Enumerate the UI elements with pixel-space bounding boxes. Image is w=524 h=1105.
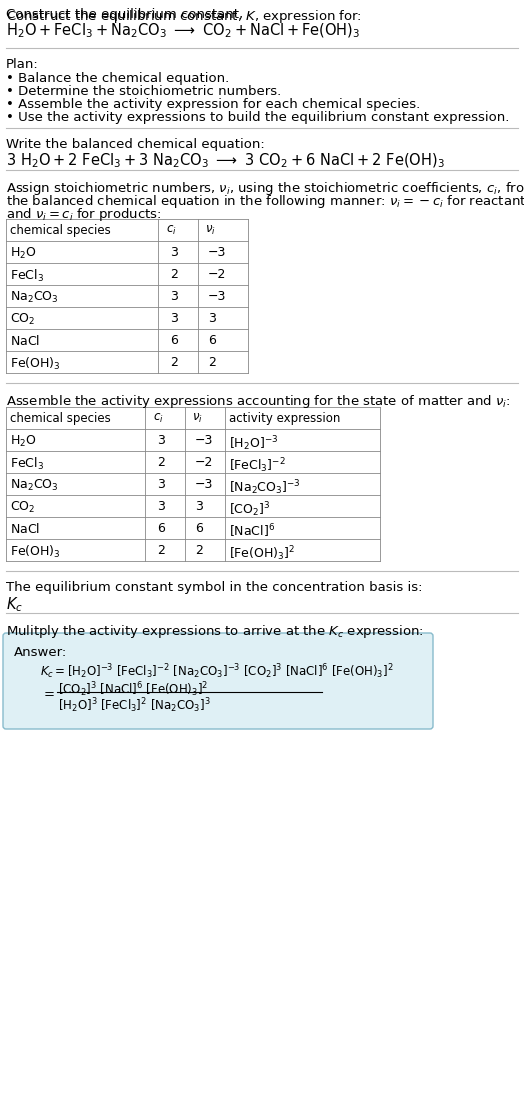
Text: $\mathrm{[FeCl_3]^{-2}}$: $\mathrm{[FeCl_3]^{-2}}$	[229, 456, 286, 475]
Text: −3: −3	[208, 290, 226, 303]
Text: and $\nu_i = c_i$ for products:: and $\nu_i = c_i$ for products:	[6, 206, 161, 223]
Text: $\mathrm{[Na_2CO_3]^{-3}}$: $\mathrm{[Na_2CO_3]^{-3}}$	[229, 478, 301, 497]
Text: 2: 2	[157, 456, 165, 469]
Text: chemical species: chemical species	[10, 224, 111, 236]
Text: Construct the equilibrium constant, $K$, expression for:: Construct the equilibrium constant, $K$,…	[6, 8, 362, 25]
Text: −3: −3	[195, 434, 213, 448]
Text: $\mathrm{[Fe(OH)_3]^{2}}$: $\mathrm{[Fe(OH)_3]^{2}}$	[229, 544, 295, 562]
Text: $c_i$: $c_i$	[166, 224, 177, 238]
Text: activity expression: activity expression	[229, 412, 341, 425]
Text: • Use the activity expressions to build the equilibrium constant expression.: • Use the activity expressions to build …	[6, 110, 509, 124]
Text: =: =	[44, 688, 55, 701]
Text: $\mathrm{H_2O + FeCl_3 + Na_2CO_3 \ \longrightarrow \ CO_2 + NaCl + Fe(OH)_3}$: $\mathrm{H_2O + FeCl_3 + Na_2CO_3 \ \lon…	[6, 22, 361, 41]
Text: 2: 2	[170, 269, 178, 281]
Text: $\mathrm{Fe(OH)_3}$: $\mathrm{Fe(OH)_3}$	[10, 356, 61, 372]
Text: 3: 3	[170, 246, 178, 259]
Text: $\mathrm{[NaCl]^{6}}$: $\mathrm{[NaCl]^{6}}$	[229, 522, 275, 539]
Text: −2: −2	[195, 456, 213, 469]
Text: −3: −3	[208, 246, 226, 259]
Text: $\mathrm{FeCl_3}$: $\mathrm{FeCl_3}$	[10, 456, 44, 472]
Text: $\mathrm{Na_2CO_3}$: $\mathrm{Na_2CO_3}$	[10, 478, 59, 493]
Text: −3: −3	[195, 478, 213, 491]
Text: • Assemble the activity expression for each chemical species.: • Assemble the activity expression for e…	[6, 98, 420, 111]
Text: • Balance the chemical equation.: • Balance the chemical equation.	[6, 72, 230, 85]
Text: Construct the equilibrium constant,: Construct the equilibrium constant,	[6, 8, 247, 21]
FancyBboxPatch shape	[3, 633, 433, 729]
Text: 2: 2	[170, 356, 178, 369]
Text: 3: 3	[195, 499, 203, 513]
Text: $\nu_i$: $\nu_i$	[205, 224, 216, 238]
Text: $\mathrm{3\ H_2O + 2\ FeCl_3 + 3\ Na_2CO_3 \ \longrightarrow \ 3\ CO_2 + 6\ NaCl: $\mathrm{3\ H_2O + 2\ FeCl_3 + 3\ Na_2CO…	[6, 152, 445, 170]
Text: 3: 3	[157, 499, 165, 513]
Text: −2: −2	[208, 269, 226, 281]
Text: 6: 6	[157, 522, 165, 535]
Text: $K_c = \mathrm{[H_2O]^{-3}\ [FeCl_3]^{-2}\ [Na_2CO_3]^{-3}\ [CO_2]^{3}\ [NaCl]^{: $K_c = \mathrm{[H_2O]^{-3}\ [FeCl_3]^{-2…	[40, 662, 394, 681]
Text: $\mathrm{Fe(OH)_3}$: $\mathrm{Fe(OH)_3}$	[10, 544, 61, 560]
Text: $\mathrm{[CO_2]^{3}\ [NaCl]^{6}\ [Fe(OH)_3]^{2}}$: $\mathrm{[CO_2]^{3}\ [NaCl]^{6}\ [Fe(OH)…	[58, 680, 209, 698]
Text: $\mathrm{CO_2}$: $\mathrm{CO_2}$	[10, 499, 35, 515]
Text: $K_c$: $K_c$	[6, 594, 23, 613]
Text: Answer:: Answer:	[14, 646, 67, 659]
Text: The equilibrium constant symbol in the concentration basis is:: The equilibrium constant symbol in the c…	[6, 581, 422, 594]
Text: $\mathrm{[H_2O]^{3}\ [FeCl_3]^{2}\ [Na_2CO_3]^{3}}$: $\mathrm{[H_2O]^{3}\ [FeCl_3]^{2}\ [Na_2…	[58, 696, 211, 715]
Text: $\mathrm{CO_2}$: $\mathrm{CO_2}$	[10, 312, 35, 327]
Text: 6: 6	[195, 522, 203, 535]
Text: 2: 2	[195, 544, 203, 557]
Text: $\mathrm{H_2O}$: $\mathrm{H_2O}$	[10, 246, 37, 261]
Text: $\mathrm{FeCl_3}$: $\mathrm{FeCl_3}$	[10, 269, 44, 284]
Text: $\mathrm{H_2O}$: $\mathrm{H_2O}$	[10, 434, 37, 449]
Text: Plan:: Plan:	[6, 57, 39, 71]
Text: • Determine the stoichiometric numbers.: • Determine the stoichiometric numbers.	[6, 85, 281, 98]
Text: $\mathrm{NaCl}$: $\mathrm{NaCl}$	[10, 334, 40, 348]
Text: $\nu_i$: $\nu_i$	[192, 412, 203, 425]
Text: chemical species: chemical species	[10, 412, 111, 425]
Text: 3: 3	[157, 478, 165, 491]
Text: $\mathrm{Na_2CO_3}$: $\mathrm{Na_2CO_3}$	[10, 290, 59, 305]
Text: $c_i$: $c_i$	[153, 412, 163, 425]
Text: 2: 2	[157, 544, 165, 557]
Text: $\mathrm{[H_2O]^{-3}}$: $\mathrm{[H_2O]^{-3}}$	[229, 434, 278, 453]
Text: 2: 2	[208, 356, 216, 369]
Text: Mulitply the activity expressions to arrive at the $K_c$ expression:: Mulitply the activity expressions to arr…	[6, 623, 424, 640]
Text: the balanced chemical equation in the following manner: $\nu_i = -c_i$ for react: the balanced chemical equation in the fo…	[6, 193, 524, 210]
Text: 6: 6	[208, 334, 216, 347]
Text: 6: 6	[170, 334, 178, 347]
Text: $\mathrm{NaCl}$: $\mathrm{NaCl}$	[10, 522, 40, 536]
Text: Assign stoichiometric numbers, $\nu_i$, using the stoichiometric coefficients, $: Assign stoichiometric numbers, $\nu_i$, …	[6, 180, 524, 197]
Text: Write the balanced chemical equation:: Write the balanced chemical equation:	[6, 138, 265, 151]
Text: 3: 3	[208, 312, 216, 325]
Text: $\mathrm{[CO_2]^{3}}$: $\mathrm{[CO_2]^{3}}$	[229, 499, 270, 518]
Text: 3: 3	[170, 290, 178, 303]
Text: Assemble the activity expressions accounting for the state of matter and $\nu_i$: Assemble the activity expressions accoun…	[6, 393, 511, 410]
Text: 3: 3	[170, 312, 178, 325]
Text: 3: 3	[157, 434, 165, 448]
